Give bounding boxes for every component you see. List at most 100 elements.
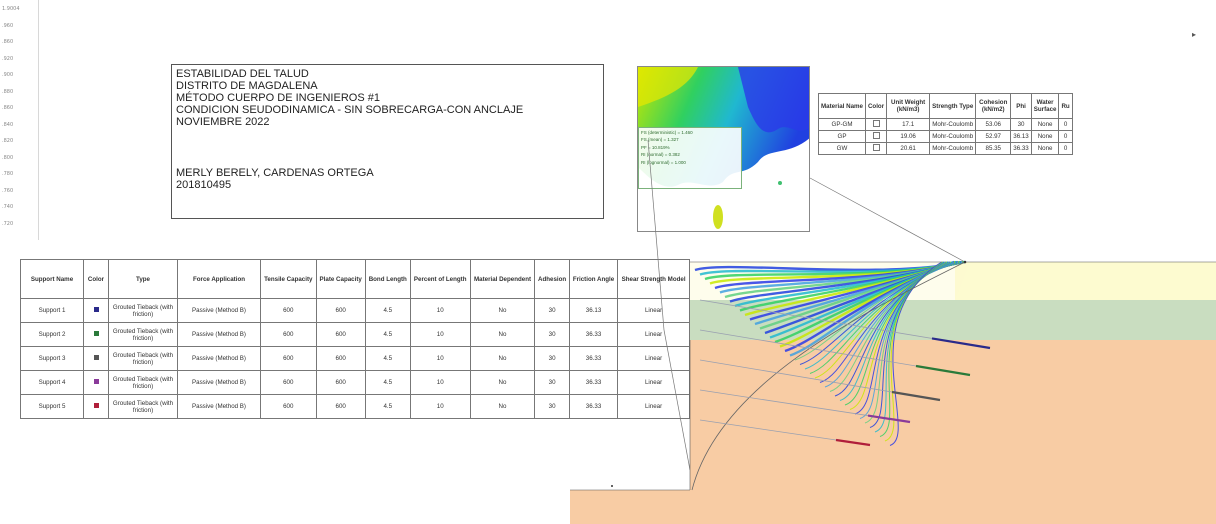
material-dependent-cell: No: [469, 298, 536, 323]
water-surface-cell: None: [1030, 130, 1060, 143]
column-header: Color: [83, 259, 109, 299]
shear-model-cell: Linear: [617, 322, 690, 347]
unit-weight-cell: 17.1: [886, 118, 931, 131]
contour-inset: FS (deterministic) = 1.460 FS (mean) = 1…: [637, 66, 810, 232]
column-header: Friction Angle: [568, 259, 619, 299]
shear-model-cell: Linear: [617, 394, 690, 419]
tensile-capacity-cell: 600: [260, 346, 317, 371]
anchor-bond-length: [867, 414, 911, 424]
color-cell: [83, 394, 109, 419]
anchor-bond-length: [931, 337, 991, 350]
force-application-cell: Passive (Method B): [177, 370, 261, 395]
friction-angle-cell: 36.33: [568, 346, 619, 371]
friction-angle-cell: 36.33: [568, 394, 619, 419]
phi-cell: 36.13: [1010, 130, 1032, 143]
plate-capacity-cell: 600: [315, 322, 366, 347]
percent-length-cell: 10: [409, 370, 471, 395]
ruler-tick-label: .840: [2, 121, 14, 128]
cohesion-cell: 53.06: [975, 118, 1012, 131]
author-code: 201810495: [176, 179, 232, 191]
ruler-tick-label: .860: [2, 105, 14, 111]
phi-cell: 36.33: [1010, 142, 1032, 155]
column-header: Bond Length: [364, 259, 411, 299]
material-name-cell: GP-GM: [818, 118, 866, 131]
soil-layer-gw-base: [570, 490, 690, 524]
slip-surface: [889, 261, 942, 446]
material-dependent-cell: No: [469, 346, 536, 371]
arrow-icon: ▸: [1192, 30, 1197, 39]
column-header: Adhesion: [534, 259, 570, 299]
support-name-cell: Support 2: [20, 322, 84, 347]
ruler-tick-label: .800: [2, 154, 14, 161]
unit-weight-cell: 19.06: [886, 130, 931, 143]
support-table: Support Name Color Type Force Applicatio…: [20, 259, 690, 419]
table-row: GP-GM 17.1 Mohr-Coulomb 53.06 30 None 0: [818, 118, 1073, 131]
probe-line: PF = 10.819%: [641, 144, 670, 150]
anchor-bond-length: [891, 390, 941, 402]
material-name-cell: GW: [818, 142, 866, 155]
support-name-cell: Support 4: [20, 370, 84, 395]
plate-capacity-cell: 600: [315, 394, 366, 419]
ruler-tick-label: .880: [2, 88, 14, 95]
column-header: Type: [108, 259, 178, 299]
bond-length-cell: 4.5: [364, 298, 411, 323]
slip-center-marker: [963, 260, 967, 264]
support-name-cell: Support 3: [20, 346, 84, 371]
leader-line: [809, 177, 966, 263]
column-header: Ru: [1058, 93, 1073, 119]
force-application-cell: Passive (Method B): [177, 322, 261, 347]
soil-layer-gp-gm: [955, 262, 1216, 300]
type-cell: Grouted Tieback (with friction): [108, 298, 178, 323]
color-swatch: [93, 355, 99, 360]
percent-length-cell: 10: [409, 346, 471, 371]
bond-length-cell: 4.5: [364, 346, 411, 371]
color-cell: [83, 346, 109, 371]
column-header: Support Name: [20, 259, 84, 299]
bond-length-cell: 4.5: [364, 370, 411, 395]
force-application-cell: Passive (Method B): [177, 346, 261, 371]
tensile-capacity-cell: 600: [260, 370, 317, 395]
force-application-cell: Passive (Method B): [177, 394, 261, 419]
adhesion-cell: 30: [534, 394, 570, 419]
ruler-tick-label: .860: [2, 39, 14, 45]
tensile-capacity-cell: 600: [260, 298, 317, 323]
column-header: Color: [864, 93, 888, 119]
column-header: Percent of Length: [409, 259, 471, 299]
ruler-tick-label: .920: [2, 55, 14, 62]
probe-readout: FS (deterministic) = 1.460 FS (mean) = 1…: [638, 127, 742, 189]
column-header: Plate Capacity: [315, 259, 366, 299]
material-dependent-cell: No: [469, 322, 536, 347]
table-row: GW 20.61 Mohr-Coulomb 85.35 36.33 None 0: [818, 142, 1073, 155]
color-cell: [864, 142, 888, 155]
color-swatch: [872, 120, 880, 127]
ruler-tick-label: 1.9004: [2, 6, 20, 12]
probe-line: RI (normal) = 0.382: [641, 152, 680, 158]
color-swatch: [872, 132, 880, 139]
table-row: Support 3 Grouted Tieback (with friction)…: [20, 346, 690, 371]
support-name-cell: Support 1: [20, 298, 84, 323]
ruler-tick-label: .900: [2, 72, 14, 78]
strength-type-cell: Mohr-Coulomb: [929, 118, 977, 131]
percent-length-cell: 10: [409, 298, 471, 323]
bond-length-cell: 4.5: [364, 322, 411, 347]
water-surface-cell: None: [1030, 118, 1060, 131]
color-cell: [864, 130, 888, 143]
color-cell: [83, 370, 109, 395]
vertical-ruler: 1.9004 .960 .860 .920 .900 .880 .860 .840 .820 .8…: [0, 0, 39, 240]
water-surface-cell: None: [1030, 142, 1060, 155]
column-header: Shear Strength Model: [617, 259, 690, 299]
title-line: CONDICION SEUDODINAMICA - SIN SOBRECARGA…: [176, 104, 524, 116]
tensile-capacity-cell: 600: [260, 394, 317, 419]
ruler-tick-label: .720: [2, 220, 14, 227]
material-dependent-cell: No: [469, 370, 536, 395]
anchors: [699, 299, 991, 447]
force-application-cell: Passive (Method B): [177, 298, 261, 323]
column-header: Material Dependent: [469, 259, 536, 299]
strength-type-cell: Mohr-Coulomb: [929, 142, 977, 155]
table-header-row: Material Name Color Unit Weight (kN/m3) …: [818, 93, 1073, 119]
unit-weight-cell: 20.61: [886, 142, 931, 155]
color-cell: [83, 298, 109, 323]
tensile-capacity-cell: 600: [260, 322, 317, 347]
table-header-row: Support Name Color Type Force Applicatio…: [20, 259, 690, 299]
support-name-cell: Support 5: [20, 394, 84, 419]
